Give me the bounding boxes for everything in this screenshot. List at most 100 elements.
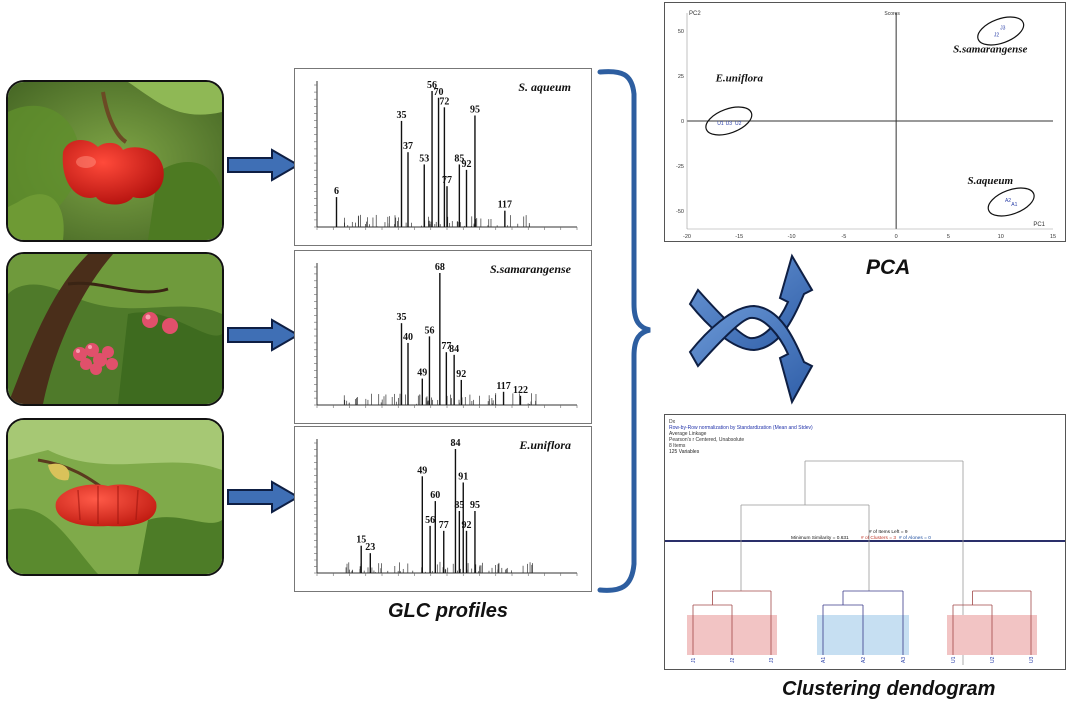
glc-peak-label: 35 bbox=[397, 312, 407, 323]
glc-peak-label: 40 bbox=[403, 332, 413, 343]
glc-peak-label: 56 bbox=[425, 515, 435, 526]
glc-peak-label: 85 bbox=[454, 153, 464, 164]
glc-peak-label: 72 bbox=[439, 96, 449, 107]
pca-x-tick-label: 15 bbox=[1050, 234, 1056, 240]
glc-peak-label: 53 bbox=[419, 153, 429, 164]
split-arrows bbox=[688, 253, 814, 405]
glc-peak-label: 15 bbox=[356, 535, 366, 546]
pca-group-ellipse bbox=[705, 106, 753, 136]
glc-species-label: S. aqueum bbox=[518, 80, 571, 94]
glc-peak-label: 95 bbox=[470, 104, 480, 115]
glc-peak-label: 117 bbox=[496, 381, 510, 392]
pca-x-tick-label: -5 bbox=[841, 234, 846, 240]
pca-group-ellipse bbox=[977, 16, 1025, 46]
glc-peak-label: 85 bbox=[454, 500, 464, 511]
pca-point: U3 bbox=[726, 121, 733, 127]
glc-peak-label: 92 bbox=[462, 520, 472, 531]
arrow-right-3 bbox=[227, 480, 300, 514]
glc-species-label: E.uniflora bbox=[518, 438, 571, 452]
glc-peak-label: 91 bbox=[458, 471, 468, 482]
pca-y-tick-label: -50 bbox=[676, 209, 684, 215]
pca-y-tick-label: 25 bbox=[678, 74, 684, 80]
bracket bbox=[597, 69, 651, 593]
glc-peak-label: 95 bbox=[470, 500, 480, 511]
dend-leaf-label: J3 bbox=[769, 658, 775, 664]
dend-header-line: 8 Items bbox=[669, 443, 686, 449]
pca-x-tick-label: -20 bbox=[683, 234, 691, 240]
glc-peak-label: 6 bbox=[334, 186, 339, 197]
dend-leaf-label: J1 bbox=[691, 658, 697, 664]
glc-peak-label: 49 bbox=[417, 465, 427, 476]
photo-s-aqueum bbox=[6, 80, 224, 242]
pca-axis-x-label: PC1 bbox=[1033, 222, 1045, 228]
pca-x-tick-label: 0 bbox=[895, 234, 898, 240]
dend-header-line: Average Linkage bbox=[669, 431, 707, 437]
dend-clusters-text: # of Clusters = 3 bbox=[861, 535, 896, 541]
glc-peak-label: 56 bbox=[424, 325, 434, 336]
dend-leaf-label: J2 bbox=[730, 658, 736, 664]
glc-peak-label: 77 bbox=[441, 341, 451, 352]
glc-caption: GLC profiles bbox=[388, 600, 509, 622]
dend-alone-text: # of Alones = 0 bbox=[899, 535, 931, 541]
pca-top-label: Scores bbox=[884, 11, 900, 17]
dendrogram-caption: Clustering dendogram bbox=[782, 678, 996, 700]
dend-header-line: Dx bbox=[669, 419, 676, 425]
glc-peak-label: 56 bbox=[427, 80, 437, 91]
pca-group-label: S.aqueum bbox=[967, 175, 1013, 187]
glc-peak-label: 23 bbox=[365, 542, 375, 553]
dend-leaf-label: U1 bbox=[951, 656, 957, 663]
glc-peak-label: 92 bbox=[456, 369, 466, 380]
dend-leaf-label: A3 bbox=[901, 657, 907, 663]
arrow-right-1 bbox=[227, 148, 300, 182]
pca-x-tick-label: -10 bbox=[788, 234, 796, 240]
pca-point: U2 bbox=[735, 121, 742, 127]
glc-peak-label: 92 bbox=[462, 159, 472, 170]
dend-items-text: # of Items Left = 9 bbox=[869, 529, 908, 535]
dend-min-similarity: Minimum Similarity = 0.631 bbox=[791, 535, 849, 541]
dendrogram-panel: Dx Row-by-Row normalization by Standardiz… bbox=[664, 414, 1066, 670]
pca-x-tick-label: -15 bbox=[735, 234, 743, 240]
dend-leaf-label: U3 bbox=[1029, 656, 1035, 663]
pca-group-ellipse bbox=[987, 187, 1035, 217]
pca-group-label: S.samarangense bbox=[953, 44, 1027, 56]
dend-leaf-label: U2 bbox=[990, 656, 996, 663]
glc-peak-label: 84 bbox=[449, 344, 459, 355]
dend-header-line: Row-by-Row normalization by Standardizat… bbox=[669, 425, 813, 431]
photo-s-samarangense bbox=[6, 252, 224, 406]
pca-x-tick-label: 5 bbox=[947, 234, 950, 240]
dend-leaf-label: A1 bbox=[821, 657, 827, 663]
glc-peak-label: 117 bbox=[498, 200, 512, 211]
dend-header-line: Pearson's r Centered, Unabsolute bbox=[669, 437, 744, 443]
dend-header-line: 125 Variables bbox=[669, 449, 700, 455]
glc-peak-label: 60 bbox=[430, 490, 440, 501]
glc-species-label: S.samarangense bbox=[490, 262, 572, 276]
pca-caption: PCA bbox=[866, 256, 911, 279]
glc-peak-label: 35 bbox=[397, 110, 407, 121]
glc-panel-s-samarangense: S.samarangense 35 40 49 56 68 77 84 92 117 122 bbox=[294, 250, 592, 424]
glc-peak-label: 37 bbox=[403, 141, 413, 152]
glc-peak-label: 70 bbox=[434, 87, 444, 98]
pca-axis-y-label: PC2 bbox=[689, 11, 701, 17]
arrow-right-2 bbox=[227, 318, 300, 352]
pca-y-tick-label: 50 bbox=[678, 29, 684, 35]
glc-panel-e-uniflora: E.uniflora 15 23 49 56 60 77 84 85 91 92 95 bbox=[294, 426, 592, 592]
glc-peak-label: 49 bbox=[417, 368, 427, 379]
glc-panel-s-aqueum: S. aqueum 6 35 37 53 56 70 72 77 85 92 95 117 bbox=[294, 68, 592, 246]
glc-peak-label: 77 bbox=[442, 175, 452, 186]
pca-y-tick-label: 0 bbox=[681, 119, 684, 125]
pca-point: J2 bbox=[994, 33, 1000, 39]
pca-y-tick-label: -25 bbox=[676, 164, 684, 170]
pca-point: A1 bbox=[1011, 202, 1017, 208]
dend-leaf-label: A2 bbox=[861, 657, 867, 663]
photo-e-uniflora bbox=[6, 418, 224, 576]
glc-peak-label: 84 bbox=[450, 438, 460, 449]
glc-peak-label: 77 bbox=[439, 520, 449, 531]
pca-point: U1 bbox=[717, 121, 724, 127]
pca-group-label: E.uniflora bbox=[715, 72, 764, 84]
glc-peak-label: 68 bbox=[435, 262, 445, 273]
glc-peak-label: 122 bbox=[513, 385, 528, 396]
pca-x-tick-label: 10 bbox=[998, 234, 1004, 240]
pca-panel: PC2 PC1 Scores -20 -15 -10 -5 0 5 10 15 50 25 0 -25 -50… bbox=[664, 2, 1066, 242]
pca-point: A2 bbox=[1005, 198, 1011, 204]
pca-point: J3 bbox=[1000, 25, 1006, 31]
